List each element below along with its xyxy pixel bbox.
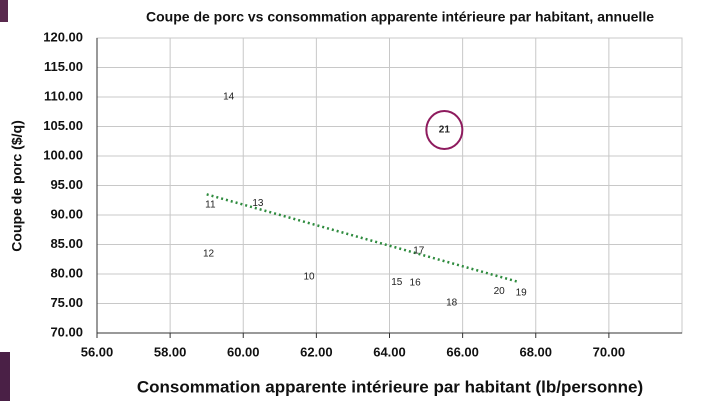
- decoration: [0, 0, 8, 22]
- x-tick-label: 64.00: [373, 344, 406, 359]
- y-axis-title: Coupe de porc ($/q): [9, 120, 25, 251]
- trendline: [206, 193, 518, 283]
- x-tick-label: 66.00: [446, 344, 479, 359]
- point-label: 12: [203, 249, 215, 260]
- highlight-circle: [425, 110, 464, 151]
- y-tick-label: 90.00: [50, 206, 83, 221]
- y-tick-label: 95.00: [50, 177, 83, 192]
- x-tick-label: 68.00: [519, 344, 552, 359]
- y-tick-label: 80.00: [50, 265, 83, 280]
- y-tick-label: 120.00: [43, 29, 83, 44]
- x-tick-label: 58.00: [154, 344, 187, 359]
- point-label: 17: [413, 246, 425, 257]
- point-label: 16: [410, 277, 422, 288]
- chart-title: Coupe de porc vs consommation apparente …: [146, 9, 654, 25]
- point-label: 10: [304, 272, 316, 283]
- y-tick-label: 70.00: [50, 324, 83, 339]
- point-label: 11: [205, 200, 216, 211]
- x-axis-title: Consommation apparente intérieure par ha…: [137, 377, 643, 396]
- y-tick-label: 75.00: [50, 295, 83, 310]
- x-tick-label: 60.00: [227, 344, 260, 359]
- y-tick-label: 105.00: [43, 118, 83, 133]
- point-label: 20: [494, 286, 506, 297]
- decoration: [0, 352, 10, 401]
- y-tick-label: 115.00: [44, 59, 83, 74]
- x-tick-label: 70.00: [593, 344, 626, 359]
- point-label: 19: [516, 288, 528, 299]
- point-label: 21: [439, 125, 451, 136]
- point-label: 14: [223, 92, 235, 103]
- y-tick-label: 100.00: [43, 147, 83, 162]
- y-tick-label: 110.00: [44, 88, 83, 103]
- point-label: 13: [252, 198, 264, 209]
- point-label: 18: [446, 298, 458, 309]
- y-tick-label: 85.00: [50, 236, 83, 251]
- x-tick-label: 56.00: [81, 344, 114, 359]
- x-tick-label: 62.00: [300, 344, 333, 359]
- point-label: 15: [391, 277, 403, 288]
